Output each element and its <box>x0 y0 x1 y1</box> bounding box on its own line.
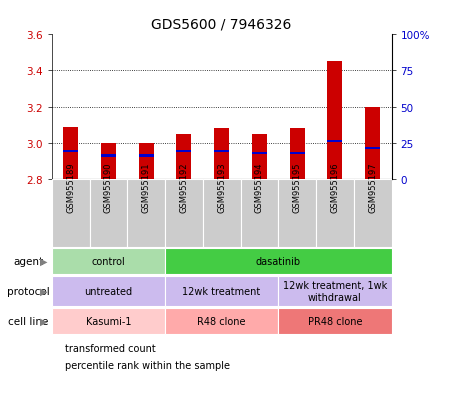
Text: ▶: ▶ <box>40 256 47 266</box>
Text: PR48 clone: PR48 clone <box>308 316 362 326</box>
Text: Kasumi-1: Kasumi-1 <box>86 316 131 326</box>
Bar <box>290 152 305 154</box>
Bar <box>139 143 153 180</box>
Bar <box>214 129 229 180</box>
Bar <box>365 148 380 150</box>
Bar <box>139 155 153 157</box>
Text: transformed count: transformed count <box>65 343 156 353</box>
Text: 12wk treatment: 12wk treatment <box>183 286 261 297</box>
Bar <box>165 309 278 334</box>
Bar <box>278 277 392 306</box>
Bar <box>165 277 278 306</box>
Bar <box>290 129 305 180</box>
Bar <box>101 155 116 157</box>
Bar <box>327 140 342 143</box>
Bar <box>278 309 392 334</box>
Text: agent: agent <box>14 256 44 266</box>
Text: GSM955194: GSM955194 <box>255 162 264 212</box>
Bar <box>316 180 354 247</box>
Bar <box>176 150 191 153</box>
Bar <box>365 107 380 180</box>
Bar <box>63 150 78 153</box>
Bar <box>90 180 127 247</box>
Text: GSM955189: GSM955189 <box>66 162 75 212</box>
Bar <box>354 180 392 247</box>
Bar <box>101 143 116 180</box>
Bar <box>165 249 392 274</box>
Bar <box>203 180 240 247</box>
Bar <box>252 135 267 180</box>
Text: untreated: untreated <box>84 286 132 297</box>
Text: GSM955193: GSM955193 <box>217 162 226 212</box>
Text: R48 clone: R48 clone <box>198 316 246 326</box>
Title: GDS5600 / 7946326: GDS5600 / 7946326 <box>152 17 292 31</box>
Bar <box>52 249 165 274</box>
Bar <box>127 180 165 247</box>
Bar <box>52 277 165 306</box>
Bar <box>52 309 165 334</box>
Text: dasatinib: dasatinib <box>256 256 301 266</box>
Text: cell line: cell line <box>8 316 49 326</box>
Text: GSM955197: GSM955197 <box>368 162 377 212</box>
Bar <box>252 152 267 154</box>
Text: ▶: ▶ <box>40 286 47 297</box>
Text: GSM955191: GSM955191 <box>142 162 151 212</box>
Text: 12wk treatment, 1wk
withdrawal: 12wk treatment, 1wk withdrawal <box>283 280 387 302</box>
Text: control: control <box>91 256 125 266</box>
Bar <box>176 135 191 180</box>
Text: ▶: ▶ <box>40 316 47 326</box>
Bar <box>278 180 316 247</box>
Bar <box>214 150 229 153</box>
Bar <box>240 180 278 247</box>
Text: GSM955195: GSM955195 <box>292 162 302 212</box>
Bar <box>327 62 342 180</box>
Bar <box>52 180 90 247</box>
Text: GSM955196: GSM955196 <box>330 162 339 212</box>
Text: percentile rank within the sample: percentile rank within the sample <box>65 361 230 370</box>
Text: GSM955190: GSM955190 <box>104 162 113 212</box>
Bar <box>63 127 78 180</box>
Bar <box>165 180 203 247</box>
Text: GSM955192: GSM955192 <box>180 162 189 212</box>
Text: protocol: protocol <box>7 286 50 297</box>
